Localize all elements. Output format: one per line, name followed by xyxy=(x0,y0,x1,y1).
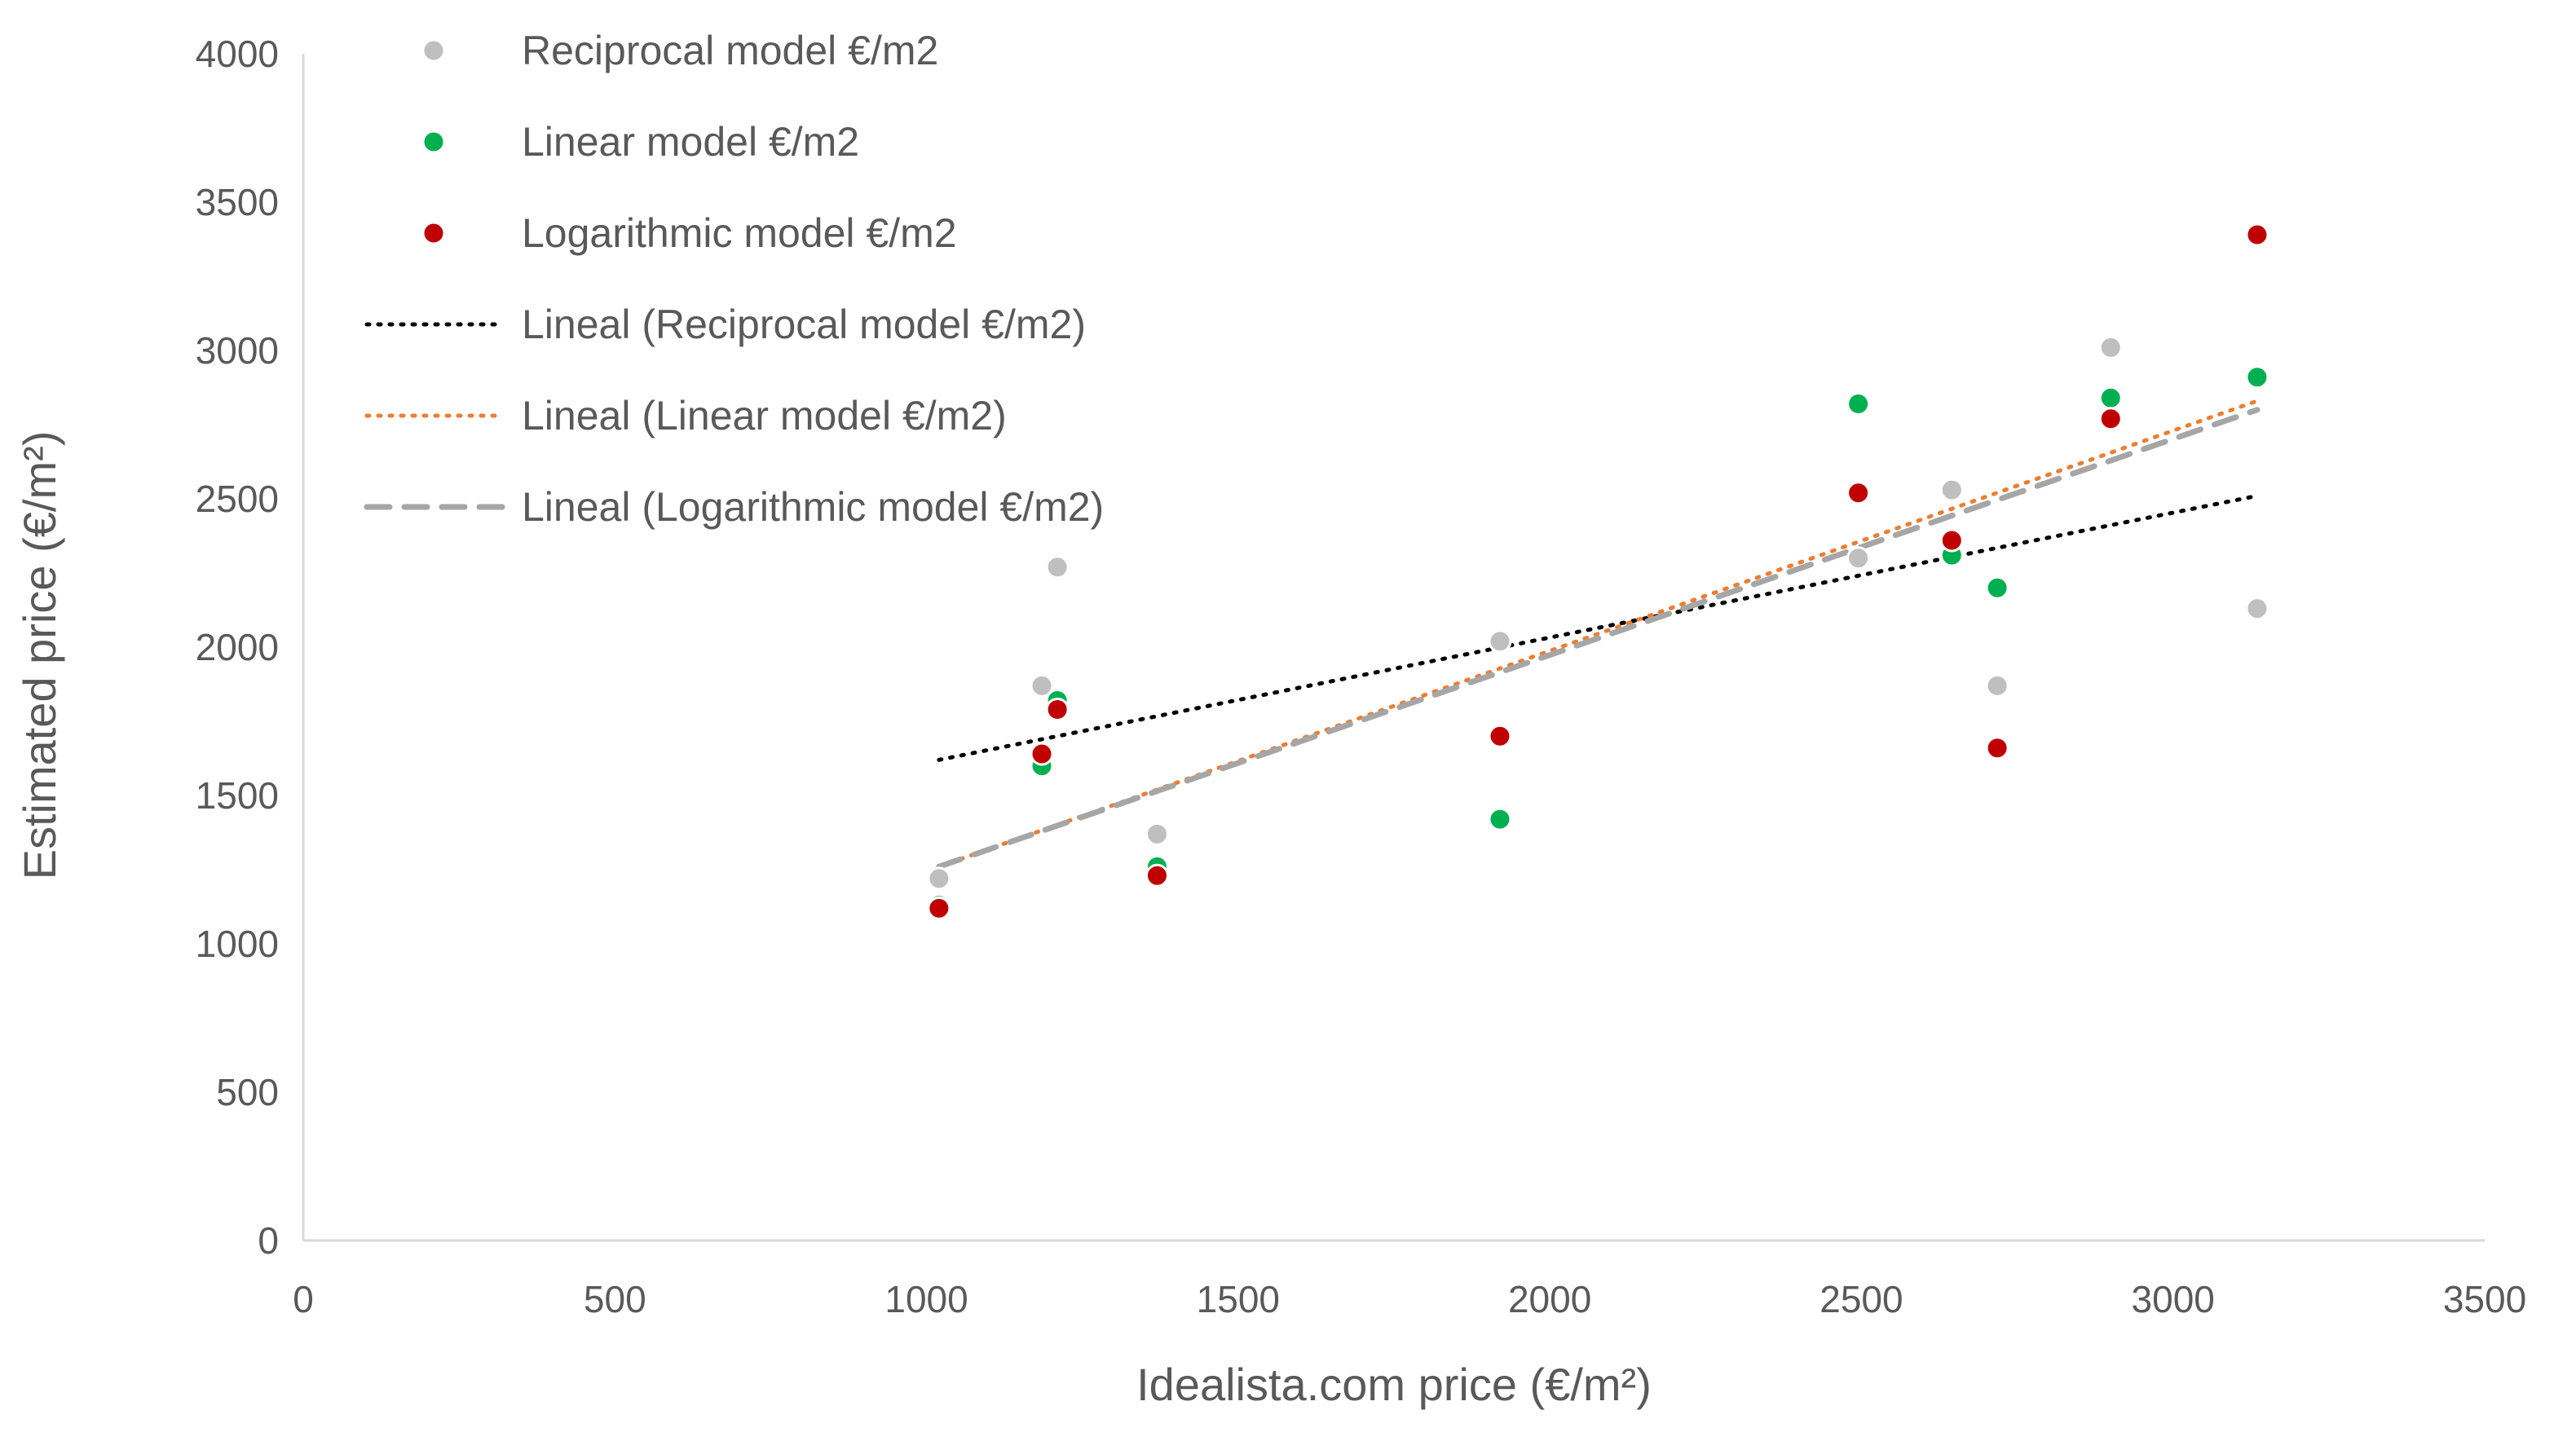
legend-marker xyxy=(421,38,446,63)
legend-label: Logarithmic model €/m2 xyxy=(522,210,957,256)
x-tick-label: 2500 xyxy=(1820,1278,1903,1320)
point-linear xyxy=(2245,365,2269,390)
legend-label: Linear model €/m2 xyxy=(522,119,859,165)
point-logarithmic xyxy=(1939,528,1964,553)
x-tick-label: 500 xyxy=(584,1278,646,1320)
x-axis-title: Idealista.com price (€/m²) xyxy=(1136,1359,1652,1410)
legend-label: Lineal (Linear model €/m2) xyxy=(522,393,1007,438)
point-logarithmic xyxy=(1145,863,1169,888)
legend-marker xyxy=(421,130,446,154)
y-tick-label: 4000 xyxy=(196,33,279,75)
trendlines xyxy=(936,399,2261,870)
legend-label: Lineal (Logarithmic model €/m2) xyxy=(522,484,1104,530)
point-logarithmic xyxy=(1985,736,2009,760)
legend-label: Lineal (Reciprocal model €/m2) xyxy=(522,302,1086,347)
x-tick-label: 2000 xyxy=(1508,1278,1591,1320)
data-points xyxy=(927,223,2269,920)
trendline-reciprocal xyxy=(937,493,2260,762)
y-tick-label: 2500 xyxy=(196,478,279,520)
point-reciprocal xyxy=(2098,335,2123,359)
point-reciprocal xyxy=(1488,629,1512,654)
legend: Reciprocal model €/m2 Linear model €/m2 Lo… xyxy=(364,28,1104,530)
point-logarithmic xyxy=(1030,742,1054,766)
point-linear xyxy=(1846,392,1871,416)
point-linear xyxy=(2098,386,2123,410)
point-reciprocal xyxy=(927,866,951,891)
x-tick-label: 1000 xyxy=(884,1278,968,1320)
point-reciprocal xyxy=(1145,822,1169,846)
legend-marker xyxy=(421,221,446,245)
point-logarithmic xyxy=(2098,407,2123,431)
axes: 0 500 1000 1500 2000 2500 3000 3500 4000 0 500 1000… xyxy=(196,33,2527,1320)
x-tick-label: 0 xyxy=(293,1278,314,1320)
point-reciprocal xyxy=(2245,597,2269,621)
y-tick-label: 2000 xyxy=(196,626,279,668)
point-logarithmic xyxy=(1488,724,1512,748)
legend-label: Reciprocal model €/m2 xyxy=(522,28,938,73)
point-reciprocal xyxy=(1985,673,2009,698)
point-reciprocal xyxy=(1939,478,1964,502)
point-linear xyxy=(1488,807,1512,831)
trendline-logarithmic xyxy=(936,407,2261,870)
point-reciprocal xyxy=(1846,546,1871,571)
y-tick-label: 3000 xyxy=(196,329,279,372)
point-linear xyxy=(1985,575,2009,600)
point-logarithmic xyxy=(2245,223,2269,247)
y-tick-label: 3500 xyxy=(196,181,279,223)
point-reciprocal xyxy=(1030,673,1054,698)
point-logarithmic xyxy=(1045,697,1070,721)
y-tick-label: 0 xyxy=(258,1219,279,1262)
x-tick-label: 3000 xyxy=(2132,1278,2215,1320)
point-logarithmic xyxy=(1846,481,1871,505)
y-tick-label: 1500 xyxy=(196,774,279,817)
point-logarithmic xyxy=(927,896,951,920)
x-tick-label: 3500 xyxy=(2443,1278,2526,1320)
point-reciprocal xyxy=(1045,555,1070,579)
y-tick-label: 500 xyxy=(216,1071,279,1113)
trendline-linear xyxy=(937,399,2260,869)
y-axis-title: Estimated price (€/m²) xyxy=(14,431,65,880)
x-tick-label: 1500 xyxy=(1197,1278,1280,1320)
y-tick-label: 1000 xyxy=(196,923,279,965)
